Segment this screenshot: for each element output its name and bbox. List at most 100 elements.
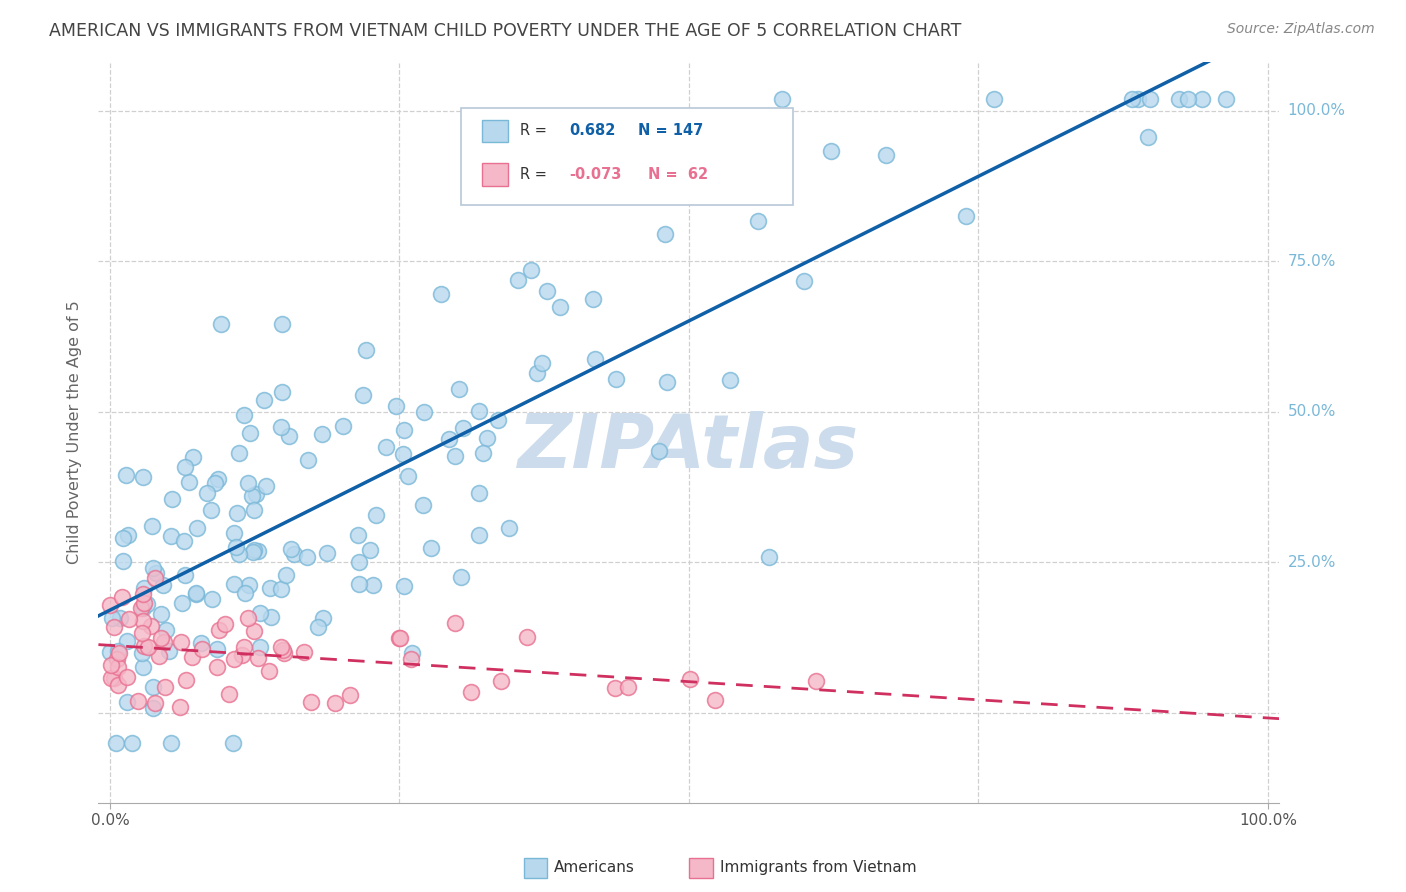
Point — [273, 646, 295, 660]
Point — [142, 701, 165, 715]
Point — [243, 542, 266, 557]
Point — [200, 502, 222, 516]
Point — [270, 640, 292, 655]
Point — [131, 660, 153, 674]
Point — [108, 646, 131, 660]
Point — [114, 467, 136, 482]
FancyBboxPatch shape — [689, 857, 713, 879]
Point — [583, 351, 606, 366]
Point — [170, 635, 193, 649]
Point — [270, 384, 292, 399]
Point — [1139, 91, 1161, 105]
Text: AMERICAN VS IMMIGRANTS FROM VIETNAM CHILD POVERTY UNDER THE AGE OF 5 CORRELATION: AMERICAN VS IMMIGRANTS FROM VIETNAM CHIL… — [49, 22, 962, 40]
Point — [136, 640, 159, 654]
Point — [295, 549, 318, 564]
Point — [135, 598, 157, 612]
Point — [323, 696, 346, 710]
Point — [118, 612, 141, 626]
Point — [131, 626, 153, 640]
Text: R =: R = — [520, 123, 547, 138]
Point — [401, 652, 423, 666]
Point — [536, 284, 558, 298]
Point — [311, 611, 333, 625]
Point — [472, 445, 495, 459]
Point — [420, 541, 443, 555]
Point — [228, 445, 250, 459]
Point — [605, 371, 627, 385]
Text: 0.682: 0.682 — [569, 123, 616, 138]
FancyBboxPatch shape — [482, 120, 508, 143]
Point — [391, 446, 413, 460]
Point — [385, 399, 408, 413]
Point — [149, 607, 172, 622]
Point — [603, 681, 626, 695]
Point — [257, 664, 280, 678]
Point — [108, 611, 131, 625]
Point — [401, 646, 423, 660]
Point — [224, 525, 246, 540]
Point — [104, 736, 127, 750]
Point — [276, 568, 298, 582]
Point — [112, 554, 135, 568]
Point — [280, 541, 302, 556]
Point — [145, 566, 167, 580]
Point — [117, 528, 139, 542]
Point — [190, 635, 212, 649]
Point — [758, 549, 780, 564]
Point — [349, 576, 371, 591]
Point — [233, 640, 256, 654]
Point — [111, 590, 134, 604]
Point — [243, 624, 266, 638]
Point — [550, 300, 572, 314]
Point — [793, 275, 815, 289]
Text: Americans: Americans — [554, 861, 636, 875]
Point — [617, 680, 640, 694]
Point — [150, 631, 173, 645]
Point — [177, 475, 200, 489]
Point — [247, 543, 270, 558]
Point — [531, 356, 554, 370]
Point — [1136, 130, 1159, 145]
Point — [132, 581, 155, 595]
Point — [209, 317, 232, 331]
Point — [238, 578, 260, 592]
Point — [654, 227, 676, 241]
Point — [173, 534, 195, 549]
Point — [1126, 91, 1149, 105]
Point — [100, 672, 122, 686]
Point — [169, 699, 191, 714]
Point — [270, 582, 292, 596]
Point — [208, 624, 231, 638]
Point — [236, 611, 259, 625]
Point — [115, 634, 138, 648]
Text: 50.0%: 50.0% — [1288, 404, 1336, 419]
Point — [747, 214, 769, 228]
Point — [460, 685, 482, 699]
Point — [121, 736, 143, 750]
Point — [1215, 91, 1237, 105]
Point — [134, 639, 156, 653]
Point — [655, 376, 678, 390]
Point — [389, 632, 412, 646]
Point — [132, 600, 155, 615]
Point — [236, 476, 259, 491]
Point — [254, 479, 277, 493]
Point — [486, 413, 509, 427]
Point — [226, 506, 249, 520]
Point — [233, 586, 256, 600]
Point — [100, 658, 122, 673]
Point — [197, 486, 219, 500]
Point — [222, 736, 245, 750]
Point — [204, 475, 226, 490]
Point — [172, 596, 194, 610]
Point — [103, 620, 125, 634]
Point — [249, 606, 271, 620]
Point — [297, 453, 319, 467]
Point — [508, 273, 530, 287]
Point — [271, 642, 294, 657]
Point — [115, 670, 138, 684]
Point — [145, 696, 167, 710]
Y-axis label: Child Poverty Under the Age of 5: Child Poverty Under the Age of 5 — [67, 301, 83, 565]
Point — [955, 209, 977, 223]
Text: 75.0%: 75.0% — [1288, 253, 1336, 268]
